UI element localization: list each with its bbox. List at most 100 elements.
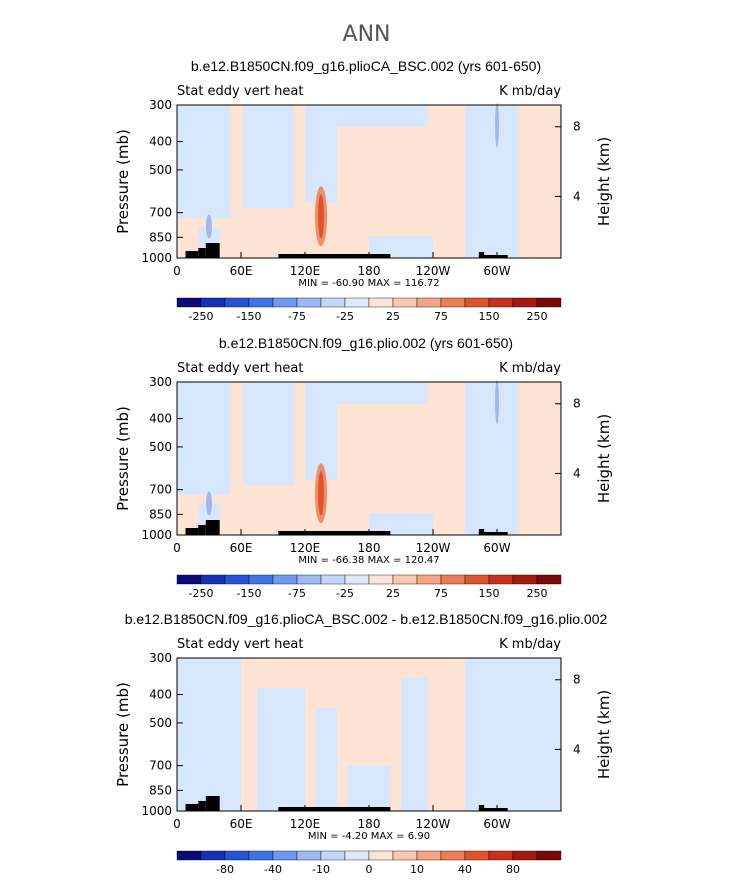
- colorbar-label: 10: [410, 863, 424, 876]
- y-tick-label: 700: [149, 206, 172, 220]
- field-maximum-core: [318, 194, 324, 239]
- y-tick-label: 850: [149, 230, 172, 244]
- colorbar-box: [488, 574, 514, 585]
- field-negative-region: [177, 382, 231, 495]
- height-tick-label: 8: [573, 397, 581, 411]
- y-axis-right-label: Height (km): [595, 414, 613, 503]
- colorbar-box: [248, 850, 274, 861]
- x-tick-label: 180: [358, 264, 381, 278]
- x-tick-label: 180: [358, 541, 381, 555]
- colorbar-label: 250: [527, 310, 548, 323]
- colorbar-label: 25: [386, 587, 400, 600]
- minmax-readout: MIN = -4.20 MAX = 6.90: [308, 831, 430, 842]
- colorbar-label: -75: [288, 587, 306, 600]
- x-tick-label: 120E: [290, 264, 321, 278]
- y-tick-label: 850: [149, 507, 172, 521]
- minmax-readout: MIN = -60.90 MAX = 116.72: [298, 278, 439, 289]
- colorbar-box: [488, 850, 514, 861]
- colorbar-box: [176, 297, 202, 308]
- x-tick-label: 0: [173, 541, 181, 555]
- topography-mask: [205, 243, 220, 258]
- field-negative-region: [257, 688, 305, 811]
- colorbar-box: [248, 574, 274, 585]
- field-negative-region: [337, 105, 428, 127]
- topography-mask: [478, 808, 508, 811]
- x-tick-label: 120W: [416, 817, 451, 831]
- colorbar-box: [536, 297, 562, 308]
- colorbar-box: [512, 574, 538, 585]
- colorbar-box: [224, 850, 250, 861]
- topography-mask: [185, 528, 199, 535]
- colorbar-label: 40: [458, 863, 472, 876]
- colorbar-box: [272, 574, 298, 585]
- colorbar-box: [200, 850, 226, 861]
- field-negative-region: [243, 382, 295, 485]
- colorbar-box: [536, 850, 562, 861]
- colorbar-box: [368, 850, 394, 861]
- panel-left-label: Stat eddy vert heat: [177, 84, 303, 99]
- colorbar-box: [344, 297, 370, 308]
- minmax-readout: MIN = -66.38 MAX = 120.47: [298, 555, 439, 566]
- field-negative-region: [401, 678, 428, 811]
- colorbar-box: [392, 297, 418, 308]
- colorbar-box: [272, 297, 298, 308]
- topography-mask: [278, 254, 391, 258]
- field-negative-region: [465, 382, 519, 535]
- field-negative-region: [177, 105, 231, 218]
- x-tick-label: 60W: [483, 264, 510, 278]
- x-tick-label: 0: [173, 817, 181, 831]
- colorbar-label: -10: [312, 863, 330, 876]
- field-minimum-streak: [495, 380, 499, 424]
- y-axis-label: Pressure (mb): [114, 682, 132, 787]
- colorbar-box: [464, 850, 490, 861]
- field-negative-region: [465, 658, 561, 811]
- y-tick-label: 850: [149, 783, 172, 797]
- x-tick-label: 180: [358, 817, 381, 831]
- colorbar-box: [248, 297, 274, 308]
- y-tick-label: 300: [149, 375, 172, 389]
- colorbar-label: -40: [264, 863, 282, 876]
- field-negative-region: [465, 105, 519, 258]
- y-tick-label: 500: [149, 440, 172, 454]
- panel-right-label: K mb/day: [499, 361, 561, 376]
- colorbar-label: 150: [479, 587, 500, 600]
- colorbar-box: [488, 297, 514, 308]
- colorbar-box: [416, 297, 442, 308]
- panel-left-label: Stat eddy vert heat: [177, 637, 303, 652]
- y-axis-label: Pressure (mb): [114, 406, 132, 511]
- y-tick-label: 300: [149, 98, 172, 112]
- colorbar-box: [320, 297, 346, 308]
- colorbar-box: [416, 850, 442, 861]
- colorbar-label: -75: [288, 310, 306, 323]
- colorbar-box: [368, 574, 394, 585]
- panel-title: b.e12.B1850CN.f09_g16.plio.002 (yrs 601-…: [219, 335, 513, 351]
- colorbar-box: [344, 850, 370, 861]
- topography-mask: [478, 255, 508, 258]
- x-tick-label: 120E: [290, 817, 321, 831]
- field-minimum-streak: [495, 103, 499, 147]
- colorbar-box: [344, 574, 370, 585]
- x-tick-label: 120W: [416, 264, 451, 278]
- colorbar-label: 250: [527, 587, 548, 600]
- height-tick-label: 4: [573, 742, 581, 756]
- colorbar-box: [392, 574, 418, 585]
- colorbar-box: [392, 850, 418, 861]
- colorbar-label: 75: [434, 310, 448, 323]
- colorbar-box: [512, 297, 538, 308]
- colorbar-label: 0: [366, 863, 373, 876]
- colorbar-box: [200, 574, 226, 585]
- topography-mask: [185, 251, 199, 258]
- y-tick-label: 1000: [141, 251, 172, 265]
- colorbar-label: -25: [336, 587, 354, 600]
- panel-title: b.e12.B1850CN.f09_g16.plioCA_BSC.002 - b…: [125, 611, 608, 627]
- topography-mask: [278, 807, 391, 811]
- colorbar-box: [296, 574, 322, 585]
- field-negative-region: [177, 658, 241, 811]
- field-minimum-patch: [206, 214, 212, 239]
- y-tick-label: 400: [149, 135, 172, 149]
- colorbar-label: -250: [189, 587, 214, 600]
- colorbar-box: [536, 574, 562, 585]
- field-negative-region: [347, 766, 391, 811]
- colorbar-label: -25: [336, 310, 354, 323]
